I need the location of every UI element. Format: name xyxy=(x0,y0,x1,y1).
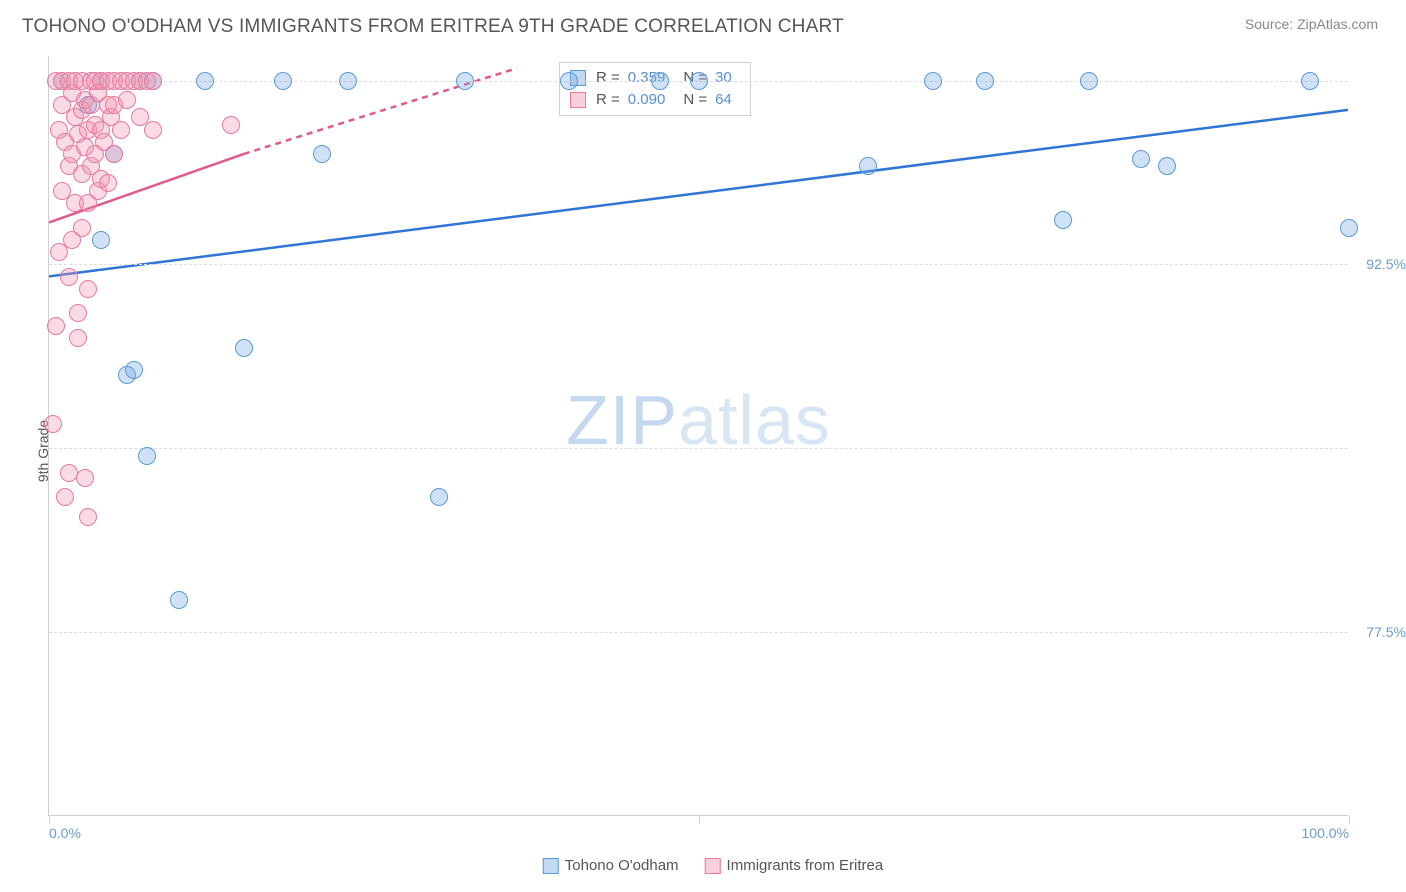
legend-row: R = 0.090 N = 64 xyxy=(570,89,740,111)
data-point xyxy=(1080,72,1098,90)
data-point xyxy=(60,268,78,286)
data-point xyxy=(1301,72,1319,90)
data-point xyxy=(44,415,62,433)
trend-line xyxy=(49,110,1348,276)
data-point xyxy=(79,508,97,526)
x-tick xyxy=(1349,815,1350,823)
data-point xyxy=(924,72,942,90)
data-point xyxy=(560,72,578,90)
legend-label: Immigrants from Eritrea xyxy=(727,857,884,874)
data-point xyxy=(222,116,240,134)
data-point xyxy=(73,219,91,237)
r-value: 0.090 xyxy=(628,89,666,111)
data-point xyxy=(125,361,143,379)
data-point xyxy=(99,174,117,192)
r-label: R = xyxy=(596,89,620,111)
data-point xyxy=(60,464,78,482)
gridline xyxy=(49,264,1348,265)
n-label: N = xyxy=(683,89,707,111)
data-point xyxy=(76,469,94,487)
legend-item: Immigrants from Eritrea xyxy=(705,857,884,874)
data-point xyxy=(170,591,188,609)
data-point xyxy=(56,488,74,506)
data-point xyxy=(47,317,65,335)
data-point xyxy=(690,72,708,90)
source-label: Source: ZipAtlas.com xyxy=(1245,16,1378,32)
series-legend: Tohono O'odham Immigrants from Eritrea xyxy=(543,857,883,874)
legend-item: Tohono O'odham xyxy=(543,857,679,874)
data-point xyxy=(235,339,253,357)
data-point xyxy=(430,488,448,506)
data-point xyxy=(105,145,123,163)
data-point xyxy=(339,72,357,90)
plot-area: ZIPatlas R =0.359N =30R =0.090N =64 77.5… xyxy=(48,56,1348,816)
data-point xyxy=(274,72,292,90)
x-tick-label: 0.0% xyxy=(49,825,81,841)
data-point xyxy=(976,72,994,90)
trend-lines-svg xyxy=(49,56,1348,815)
r-label: R = xyxy=(596,67,620,89)
legend-label: Tohono O'odham xyxy=(565,857,679,874)
data-point xyxy=(456,72,474,90)
legend-swatch xyxy=(570,92,586,108)
y-tick-label: 92.5% xyxy=(1366,256,1406,272)
chart-title: TOHONO O'ODHAM VS IMMIGRANTS FROM ERITRE… xyxy=(22,16,844,38)
chart-container: 9th Grade ZIPatlas R =0.359N =30R =0.090… xyxy=(48,56,1378,846)
data-point xyxy=(1132,150,1150,168)
data-point xyxy=(69,304,87,322)
legend-swatch xyxy=(543,858,559,874)
data-point xyxy=(79,280,97,298)
data-point xyxy=(138,447,156,465)
data-point xyxy=(144,121,162,139)
y-tick-label: 77.5% xyxy=(1366,624,1406,640)
data-point xyxy=(118,91,136,109)
data-point xyxy=(144,72,162,90)
x-tick xyxy=(49,815,50,823)
data-point xyxy=(196,72,214,90)
data-point xyxy=(69,329,87,347)
data-point xyxy=(859,157,877,175)
legend-swatch xyxy=(705,858,721,874)
x-tick xyxy=(699,815,700,823)
data-point xyxy=(651,72,669,90)
data-point xyxy=(1054,211,1072,229)
x-tick-label: 100.0% xyxy=(1302,825,1349,841)
gridline xyxy=(49,448,1348,449)
data-point xyxy=(112,121,130,139)
data-point xyxy=(1158,157,1176,175)
n-value: 30 xyxy=(715,67,732,89)
gridline xyxy=(49,632,1348,633)
data-point xyxy=(313,145,331,163)
data-point xyxy=(1340,219,1358,237)
data-point xyxy=(92,231,110,249)
correlation-legend: R =0.359N =30R =0.090N =64 xyxy=(559,62,751,116)
n-value: 64 xyxy=(715,89,732,111)
